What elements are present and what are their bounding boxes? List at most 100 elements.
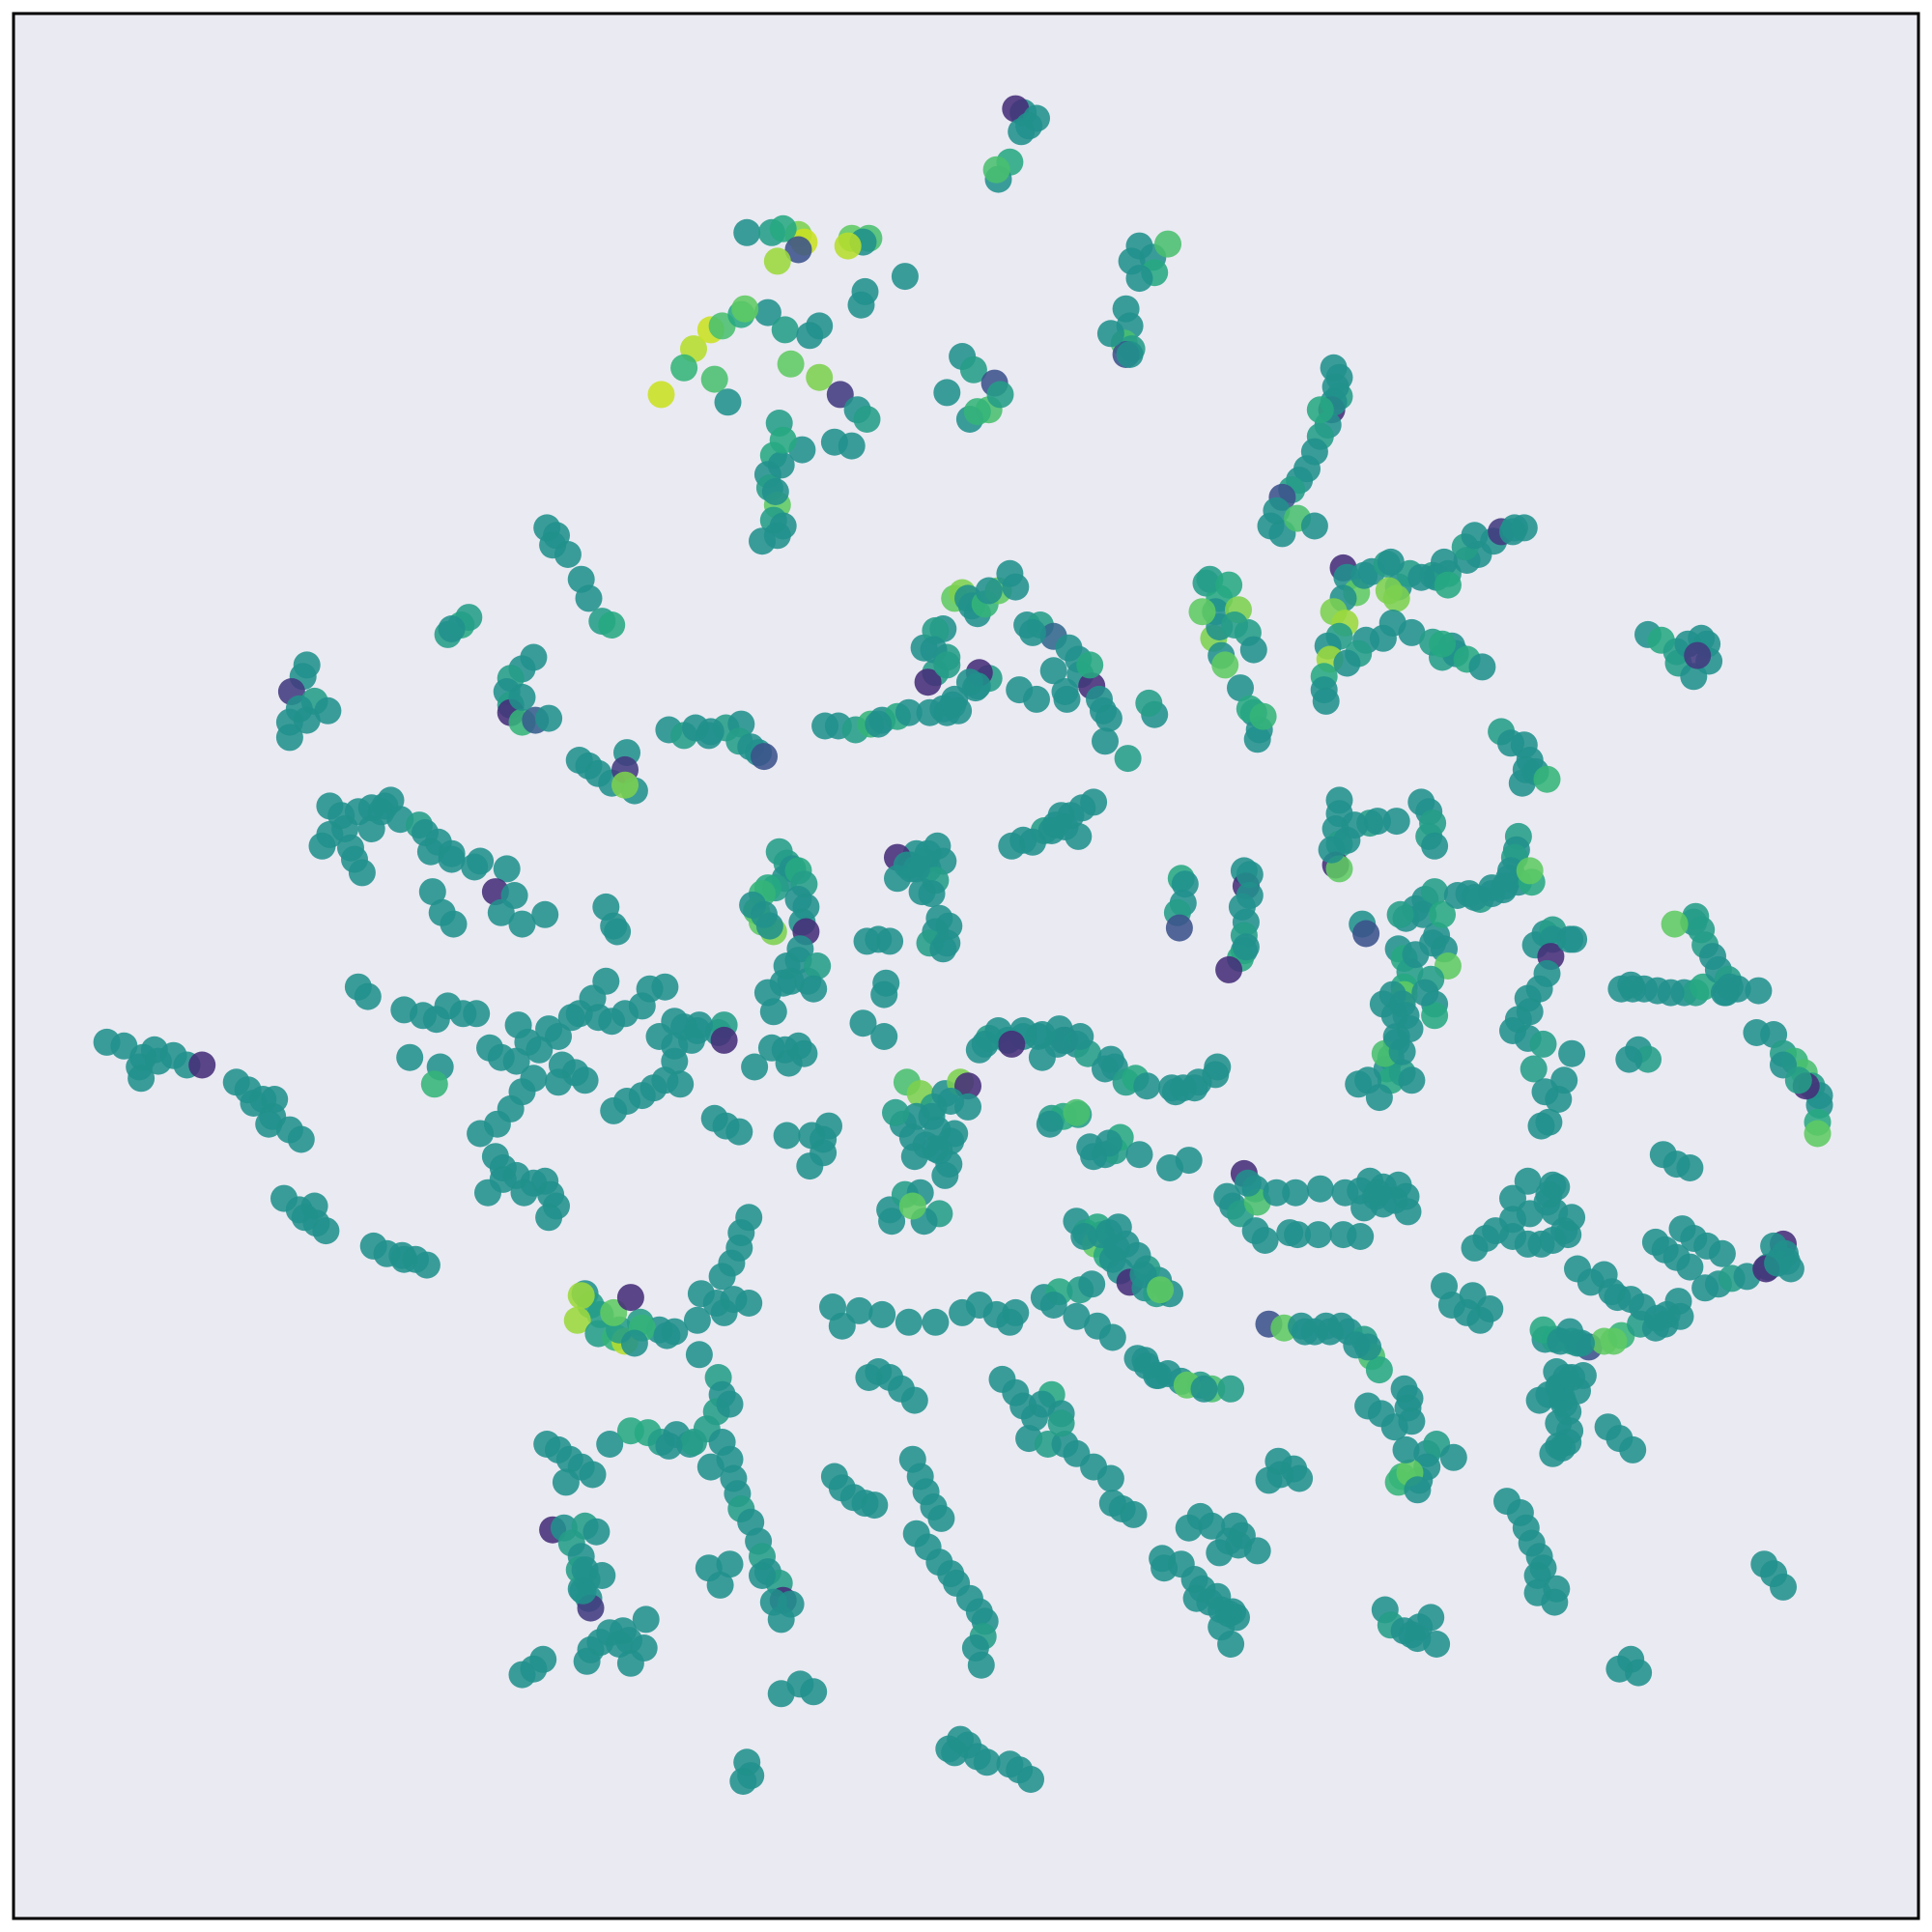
point-cluster-chain-78 — [1641, 1302, 1694, 1342]
point-cluster-chain-47 — [882, 1068, 965, 1189]
data-point — [1417, 1604, 1445, 1632]
data-point — [604, 918, 632, 946]
data-points — [93, 95, 1833, 1795]
point-cluster-chain-122 — [344, 973, 454, 1098]
data-point — [735, 1290, 763, 1317]
data-point — [680, 1429, 707, 1456]
data-point — [1429, 900, 1456, 928]
data-point — [806, 363, 834, 391]
data-point — [1364, 1179, 1391, 1207]
data-point — [1190, 1375, 1218, 1403]
data-point — [731, 295, 759, 323]
data-point — [504, 1011, 532, 1039]
data-point — [571, 1066, 599, 1094]
data-point — [1264, 1447, 1293, 1475]
data-point — [1239, 636, 1267, 664]
data-point — [1217, 1631, 1245, 1658]
data-point — [751, 743, 778, 771]
data-point — [982, 156, 1010, 184]
point-cluster-chain-52 — [1036, 1098, 1093, 1138]
point-cluster-chain-25 — [1398, 618, 1496, 681]
data-point — [777, 350, 805, 378]
data-point — [1039, 657, 1067, 685]
data-point — [1666, 1302, 1694, 1330]
data-point — [438, 845, 466, 873]
point-cluster-chain-102 — [1175, 1502, 1271, 1567]
data-point — [700, 365, 728, 393]
point-cluster-chain-40 — [916, 904, 963, 963]
data-point — [1382, 808, 1410, 836]
data-point — [759, 1588, 787, 1616]
data-point — [716, 1550, 744, 1578]
data-point — [128, 1065, 156, 1093]
data-point — [1682, 902, 1710, 930]
data-point — [249, 1086, 277, 1113]
data-point — [759, 998, 787, 1026]
data-point — [487, 898, 515, 926]
data-point — [954, 1093, 981, 1121]
data-point — [1514, 1167, 1542, 1195]
data-point — [1051, 1431, 1079, 1458]
data-point — [900, 1143, 928, 1171]
point-cluster-chain-112 — [1668, 1215, 1736, 1267]
data-point — [1188, 598, 1216, 626]
data-point — [975, 577, 1003, 605]
data-point — [1135, 689, 1163, 717]
point-cluster-chain-143 — [1098, 1490, 1148, 1528]
point-cluster-chain-76 — [1527, 1039, 1586, 1140]
data-point — [1600, 1327, 1628, 1355]
data-point — [998, 1030, 1026, 1058]
point-cluster-chain-13 — [275, 651, 342, 752]
data-point — [1341, 811, 1369, 839]
data-point — [1476, 1295, 1504, 1322]
data-point — [773, 1122, 801, 1150]
data-point — [598, 611, 626, 639]
data-point — [1354, 1333, 1382, 1361]
data-point — [467, 847, 495, 875]
data-point — [1019, 618, 1046, 646]
data-point — [1114, 745, 1142, 773]
data-point — [1402, 941, 1430, 969]
data-point — [834, 232, 862, 260]
data-point — [418, 878, 446, 906]
data-point — [1318, 836, 1346, 864]
data-point — [753, 298, 781, 327]
data-point — [1312, 687, 1340, 715]
point-cluster-chain-85 — [563, 1280, 689, 1357]
data-point — [502, 1047, 530, 1075]
point-cluster-chain-75 — [1615, 1036, 1662, 1073]
data-point — [1529, 1554, 1557, 1582]
point-cluster-chain-147 — [820, 1463, 889, 1520]
data-point — [1421, 832, 1449, 860]
data-point — [1008, 118, 1036, 146]
point-cluster-chain-151 — [1594, 1413, 1647, 1463]
data-point — [1154, 230, 1181, 258]
data-point — [1634, 1045, 1662, 1073]
data-point — [285, 695, 313, 723]
data-point — [1036, 1110, 1064, 1138]
data-point — [1234, 1169, 1262, 1197]
data-point — [1125, 265, 1153, 293]
point-cluster-chain-96 — [935, 1725, 1001, 1776]
point-cluster-chain-10 — [1257, 354, 1353, 548]
point-cluster-chain-106 — [1371, 1596, 1451, 1658]
point-cluster-chain-128 — [535, 967, 679, 1050]
data-point — [1009, 1392, 1037, 1420]
data-point — [592, 967, 620, 995]
point-cluster-chain-65 — [1227, 674, 1277, 730]
point-cluster-chain-95 — [767, 1670, 828, 1708]
data-point — [314, 696, 342, 724]
data-point — [1204, 1053, 1232, 1081]
data-point — [1249, 702, 1277, 730]
data-point — [1063, 1098, 1091, 1126]
data-point — [275, 724, 303, 752]
data-point — [440, 910, 468, 938]
point-cluster-chain-19 — [1013, 611, 1122, 732]
data-point — [1764, 1249, 1792, 1277]
data-point — [620, 1329, 648, 1357]
point-cluster-chain-136 — [476, 1034, 530, 1075]
point-cluster-chain-64 — [1529, 1316, 1595, 1357]
data-point — [463, 1000, 491, 1028]
data-point — [1120, 1500, 1148, 1528]
data-point — [1657, 979, 1685, 1007]
